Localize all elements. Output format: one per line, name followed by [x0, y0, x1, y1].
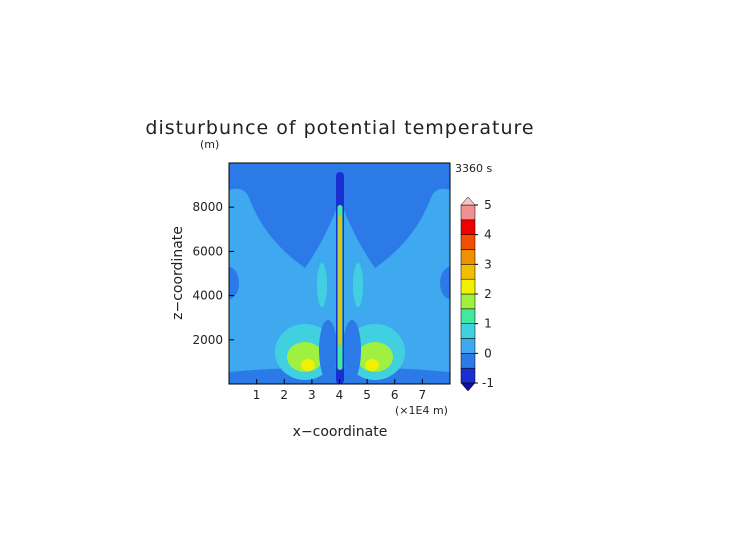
colorbar-tick-label: 0: [484, 346, 492, 360]
x-tick-label: 6: [391, 388, 399, 402]
colorbar-tick-label: 2: [484, 287, 492, 301]
y-tick-label: 8000: [192, 200, 223, 214]
colorbar-band: [460, 308, 476, 324]
colorbar-tick-label: 1: [484, 317, 492, 331]
colorbar-band: [460, 353, 476, 369]
colorbar-band: [460, 249, 476, 265]
x-tick-label: 1: [253, 388, 261, 402]
colorbar-under: [460, 382, 476, 392]
x-unit: (×1E4 m): [395, 404, 448, 417]
y-tick-label: 6000: [192, 244, 223, 258]
colorbar-band: [460, 219, 476, 235]
x-tick-label: 5: [363, 388, 371, 402]
chart-title: disturbunce of potential temperature: [145, 117, 534, 139]
colorbar-band: [460, 367, 476, 384]
time-label: 3360 s: [455, 162, 492, 175]
x-tick-label: 4: [336, 388, 344, 402]
x-tick-label: 7: [419, 388, 427, 402]
colorbar-tick-label: -1: [482, 376, 494, 390]
colorbar-band: [460, 278, 476, 295]
x-tick-label: 3: [308, 388, 316, 402]
colorbar-band: [460, 204, 476, 221]
colorbar-band: [460, 323, 476, 339]
y-unit: (m): [200, 138, 219, 151]
colorbar-over: [460, 196, 476, 206]
y-tick-label: 4000: [192, 289, 223, 303]
y-tick-label: 2000: [192, 333, 223, 347]
colorbar-band: [460, 338, 476, 354]
colorbar-tick-label: 3: [484, 257, 492, 271]
x-axis-label: x−coordinate: [293, 424, 388, 440]
colorbar-tick-label: 4: [484, 228, 492, 242]
contour-field: [229, 163, 450, 384]
colorbar-band: [460, 264, 476, 280]
y-axis-label: z−coordinate: [170, 226, 186, 320]
colorbar-tick-label: 5: [484, 198, 492, 212]
colorbar-band: [460, 293, 476, 310]
colorbar-band: [460, 234, 476, 250]
x-tick-label: 2: [280, 388, 288, 402]
